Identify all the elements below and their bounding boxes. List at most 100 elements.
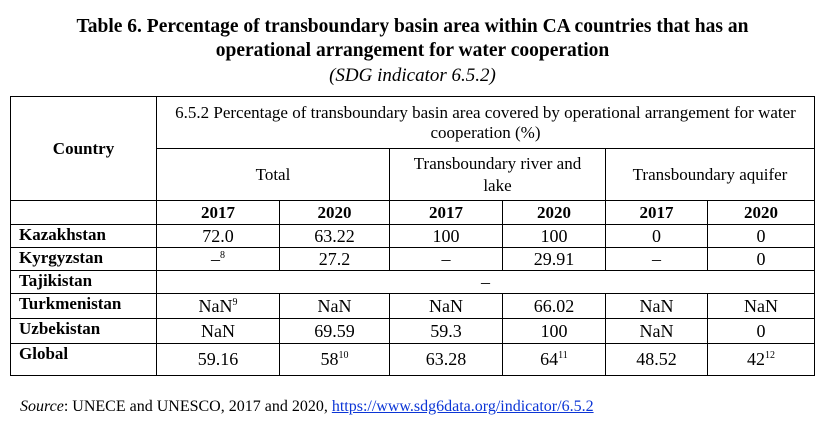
table-title-line-1: Table 6. Percentage of transboundary bas… xyxy=(76,16,749,37)
year-header: 2020 xyxy=(502,200,606,225)
footnote-marker: 11 xyxy=(558,350,568,361)
year-header: 2017 xyxy=(389,200,503,225)
table-row: Kazakhstan 72.0 63.22 100 100 0 0 xyxy=(10,224,815,248)
value-cell: NaN9 xyxy=(156,293,280,319)
group-header: Transboundary river and lake xyxy=(389,148,606,201)
cell-value: 66.02 xyxy=(533,295,575,316)
table-title-line-2: operational arrangement for water cooper… xyxy=(215,40,610,61)
country-cell: Global xyxy=(10,343,157,376)
merged-value-cell: – xyxy=(156,270,815,294)
cell-value: NaN xyxy=(429,295,463,316)
source-link[interactable]: https://www.sdg6data.org/indicator/6.5.2 xyxy=(331,398,594,415)
country-cell: Kazakhstan xyxy=(10,224,157,248)
table-row: Uzbekistan NaN 69.59 59.3 100 NaN 0 xyxy=(10,318,815,344)
cell-value: NaN xyxy=(198,295,233,316)
footnote-marker: 8 xyxy=(220,249,225,261)
value-cell: 100 xyxy=(502,224,606,248)
table-row: Turkmenistan NaN9 NaN NaN 66.02 NaN NaN xyxy=(10,293,815,319)
value-cell: 0 xyxy=(707,247,815,271)
value-cell: NaN xyxy=(605,318,708,344)
value-cell: – xyxy=(389,247,503,271)
cell-value: 59.16 xyxy=(197,349,239,369)
value-cell: 63.28 xyxy=(389,343,503,376)
cell-value: 0 xyxy=(756,248,766,269)
cell-value: NaN xyxy=(744,295,778,316)
year-header-row: 2017 2020 2017 2020 2017 2020 xyxy=(10,200,815,225)
cell-value: NaN xyxy=(639,295,674,316)
value-cell: NaN xyxy=(707,293,815,319)
cell-value: NaN xyxy=(639,320,674,341)
cell-value: 27.2 xyxy=(318,248,351,269)
value-cell: 0 xyxy=(605,224,708,248)
year-header: 2020 xyxy=(707,200,815,225)
cell-value: 58 xyxy=(320,349,339,369)
value-cell: 100 xyxy=(502,318,606,344)
value-cell: 5810 xyxy=(279,343,390,376)
cell-value: 100 xyxy=(540,225,568,246)
value-cell: 4212 xyxy=(707,343,815,376)
country-cell: Kyrgyzstan xyxy=(10,247,157,271)
value-cell: 63.22 xyxy=(279,224,390,248)
year-header: 2017 xyxy=(605,200,708,225)
cell-value: 29.91 xyxy=(533,248,575,269)
source-note: Source: UNECE and UNESCO, 2017 and 2020,… xyxy=(20,398,594,416)
table-subtitle: (SDG indicator 6.5.2) xyxy=(329,65,496,86)
indicator-header: 6.5.2 Percentage of transboundary basin … xyxy=(156,96,815,149)
source-text: : UNECE and UNESCO, 2017 and 2020, xyxy=(63,398,332,415)
value-cell: 6411 xyxy=(502,343,606,376)
cell-value: 42 xyxy=(747,349,765,369)
cell-value: 59.3 xyxy=(430,320,462,341)
year-header: 2020 xyxy=(279,200,390,225)
value-cell: NaN xyxy=(605,293,708,319)
value-cell: 59.3 xyxy=(389,318,503,344)
cell-value: 0 xyxy=(652,225,661,246)
value-cell: –8 xyxy=(156,247,280,271)
value-cell: 27.2 xyxy=(279,247,390,271)
cell-value: 72.0 xyxy=(202,225,234,246)
footnote-marker: 10 xyxy=(338,350,349,361)
cell-value: 48.52 xyxy=(636,349,677,369)
value-cell: NaN xyxy=(389,293,503,319)
value-cell: 48.52 xyxy=(605,343,708,376)
cell-value: 63.28 xyxy=(425,349,467,369)
value-cell: NaN xyxy=(156,318,280,344)
cell-value: – xyxy=(441,248,451,269)
value-cell: 72.0 xyxy=(156,224,280,248)
country-cell: Turkmenistan xyxy=(10,293,157,319)
value-cell: 66.02 xyxy=(502,293,606,319)
value-cell: 100 xyxy=(389,224,503,248)
footnote-marker: 12 xyxy=(765,350,775,361)
cell-value: 63.22 xyxy=(314,225,355,246)
value-cell: NaN xyxy=(279,293,390,319)
cell-value: 0 xyxy=(756,225,766,246)
empty-cell xyxy=(10,200,157,225)
table-row: Global 59.16 5810 63.28 6411 48.52 4212 xyxy=(10,343,815,376)
country-cell: Tajikistan xyxy=(10,270,157,294)
value-cell: 59.16 xyxy=(156,343,280,376)
value-cell: 0 xyxy=(707,224,815,248)
footnote-marker: 9 xyxy=(232,296,238,308)
table-row: Tajikistan – xyxy=(10,270,815,294)
group-header-row: Total Transboundary river and lake Trans… xyxy=(11,148,815,201)
value-cell: 29.91 xyxy=(502,247,606,271)
value-cell: 0 xyxy=(707,318,815,344)
year-header: 2017 xyxy=(156,200,280,225)
table-row: Kyrgyzstan –8 27.2–29.91–0 xyxy=(10,247,815,271)
cell-value: 69.59 xyxy=(314,320,355,341)
cell-value: – xyxy=(652,248,661,269)
group-header: Transboundary aquifer xyxy=(605,148,815,201)
cell-value: – xyxy=(211,248,220,269)
cell-value: 100 xyxy=(540,320,568,341)
country-header: Country xyxy=(10,96,157,201)
cell-value: 0 xyxy=(756,320,766,341)
cell-value: NaN xyxy=(201,320,235,341)
value-cell: 69.59 xyxy=(279,318,390,344)
data-table: Country 6.5.2 Percentage of transboundar… xyxy=(10,96,815,376)
cell-value: NaN xyxy=(317,295,352,316)
value-cell: – xyxy=(605,247,708,271)
group-header: Total xyxy=(156,148,390,201)
country-cell: Uzbekistan xyxy=(10,318,157,344)
cell-value: 100 xyxy=(432,225,460,246)
source-label: Source xyxy=(20,398,64,415)
cell-value: 64 xyxy=(540,349,559,369)
